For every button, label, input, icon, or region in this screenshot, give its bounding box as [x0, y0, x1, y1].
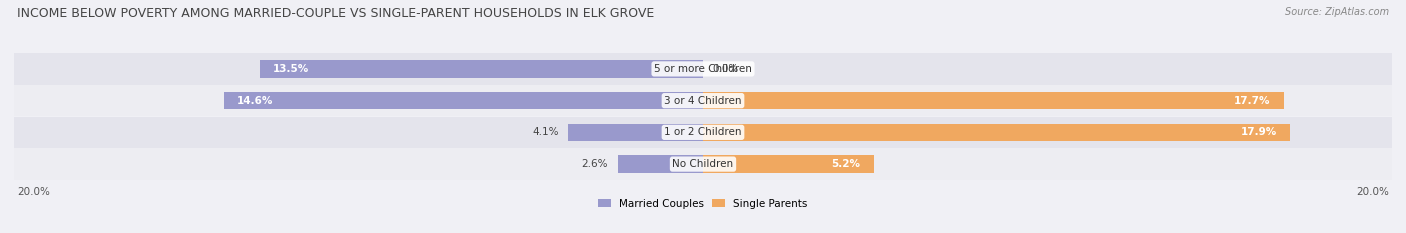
- Legend: Married Couples, Single Parents: Married Couples, Single Parents: [595, 194, 811, 213]
- Text: 17.7%: 17.7%: [1234, 96, 1271, 106]
- Bar: [14, 85, 1392, 116]
- Text: 14.6%: 14.6%: [238, 96, 274, 106]
- Bar: [568, 124, 703, 141]
- Text: INCOME BELOW POVERTY AMONG MARRIED-COUPLE VS SINGLE-PARENT HOUSEHOLDS IN ELK GRO: INCOME BELOW POVERTY AMONG MARRIED-COUPL…: [17, 7, 654, 20]
- Bar: [703, 92, 1284, 109]
- Text: 13.5%: 13.5%: [273, 64, 309, 74]
- Text: No Children: No Children: [672, 159, 734, 169]
- Text: 4.1%: 4.1%: [531, 127, 558, 137]
- Bar: [14, 53, 1392, 85]
- Bar: [14, 116, 1392, 148]
- Text: 20.0%: 20.0%: [17, 187, 51, 197]
- Text: 3 or 4 Children: 3 or 4 Children: [664, 96, 742, 106]
- Text: Source: ZipAtlas.com: Source: ZipAtlas.com: [1285, 7, 1389, 17]
- Bar: [224, 92, 703, 109]
- Text: 2.6%: 2.6%: [581, 159, 607, 169]
- Bar: [260, 60, 703, 78]
- Bar: [617, 155, 703, 173]
- Text: 1 or 2 Children: 1 or 2 Children: [664, 127, 742, 137]
- Text: 5.2%: 5.2%: [831, 159, 860, 169]
- Text: 0.0%: 0.0%: [713, 64, 740, 74]
- Text: 20.0%: 20.0%: [1355, 187, 1389, 197]
- Text: 5 or more Children: 5 or more Children: [654, 64, 752, 74]
- Bar: [14, 148, 1392, 180]
- Text: 17.9%: 17.9%: [1241, 127, 1277, 137]
- Bar: [703, 155, 873, 173]
- Bar: [703, 124, 1291, 141]
